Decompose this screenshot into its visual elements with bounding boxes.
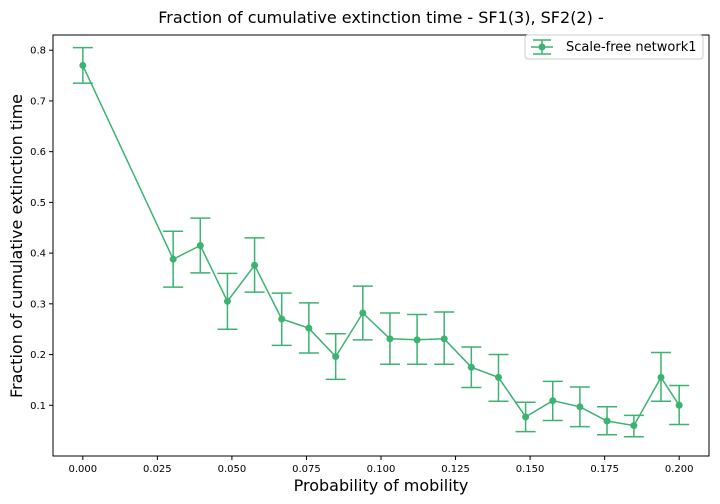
x-tick-label: 0.100: [367, 464, 396, 475]
y-tick-label: 0.7: [30, 96, 46, 107]
data-point: [657, 373, 665, 381]
data-point: [251, 261, 259, 269]
chart-title: Fraction of cumulative extinction time -…: [158, 8, 603, 27]
data-point: [440, 335, 448, 343]
legend-swatch: [531, 39, 553, 55]
data-point: [332, 353, 340, 361]
y-tick-label: 0.8: [30, 46, 46, 57]
series-line: [82, 65, 680, 427]
data-point: [467, 363, 475, 371]
data-point: [79, 61, 87, 69]
data-point: [413, 336, 421, 344]
y-axis-label: Fraction of cumulative extinction time: [7, 94, 26, 398]
x-tick-label: 0.125: [441, 464, 470, 475]
x-tick-label: 0.075: [292, 464, 321, 475]
data-point: [494, 373, 502, 381]
data-point: [549, 397, 557, 405]
y-tick-label: 0.4: [30, 249, 46, 260]
data-point: [522, 413, 530, 421]
data-point: [576, 403, 584, 411]
legend-label: Scale-free network1: [566, 40, 697, 55]
x-tick-label: 0.150: [516, 464, 545, 475]
data-point: [630, 422, 638, 430]
y-axis: 0.1 0.2 0.3 0.4 0.5 0.6 0.7 0.8: [30, 46, 53, 412]
series-markers: [79, 61, 683, 430]
legend: Scale-free network1: [524, 34, 704, 60]
y-tick-label: 0.5: [30, 198, 46, 209]
data-point: [603, 417, 611, 425]
y-tick-label: 0.2: [30, 350, 46, 361]
y-tick-label: 0.6: [30, 147, 46, 158]
legend-box: [524, 34, 704, 60]
data-point: [278, 315, 286, 323]
x-axis-label: Probability of mobility: [294, 476, 469, 495]
plot-frame: [52, 34, 710, 457]
y-tick-label: 0.3: [30, 299, 46, 310]
data-point: [359, 309, 367, 317]
data-point: [223, 297, 231, 305]
data-point: [675, 401, 683, 409]
x-tick-label: 0.050: [218, 464, 247, 475]
x-tick-label: 0.175: [590, 464, 619, 475]
data-point: [169, 255, 177, 263]
x-tick-label: 0.025: [143, 464, 172, 475]
y-tick-label: 0.1: [30, 401, 46, 412]
x-tick-label: 0.000: [68, 464, 97, 475]
data-point: [386, 335, 394, 343]
x-axis: 0.000 0.025 0.050 0.075 0.100 0.125 0.150 0.175…: [68, 456, 694, 475]
data-point: [305, 324, 313, 332]
data-point: [196, 242, 204, 249]
x-tick-label: 0.200: [665, 464, 694, 475]
